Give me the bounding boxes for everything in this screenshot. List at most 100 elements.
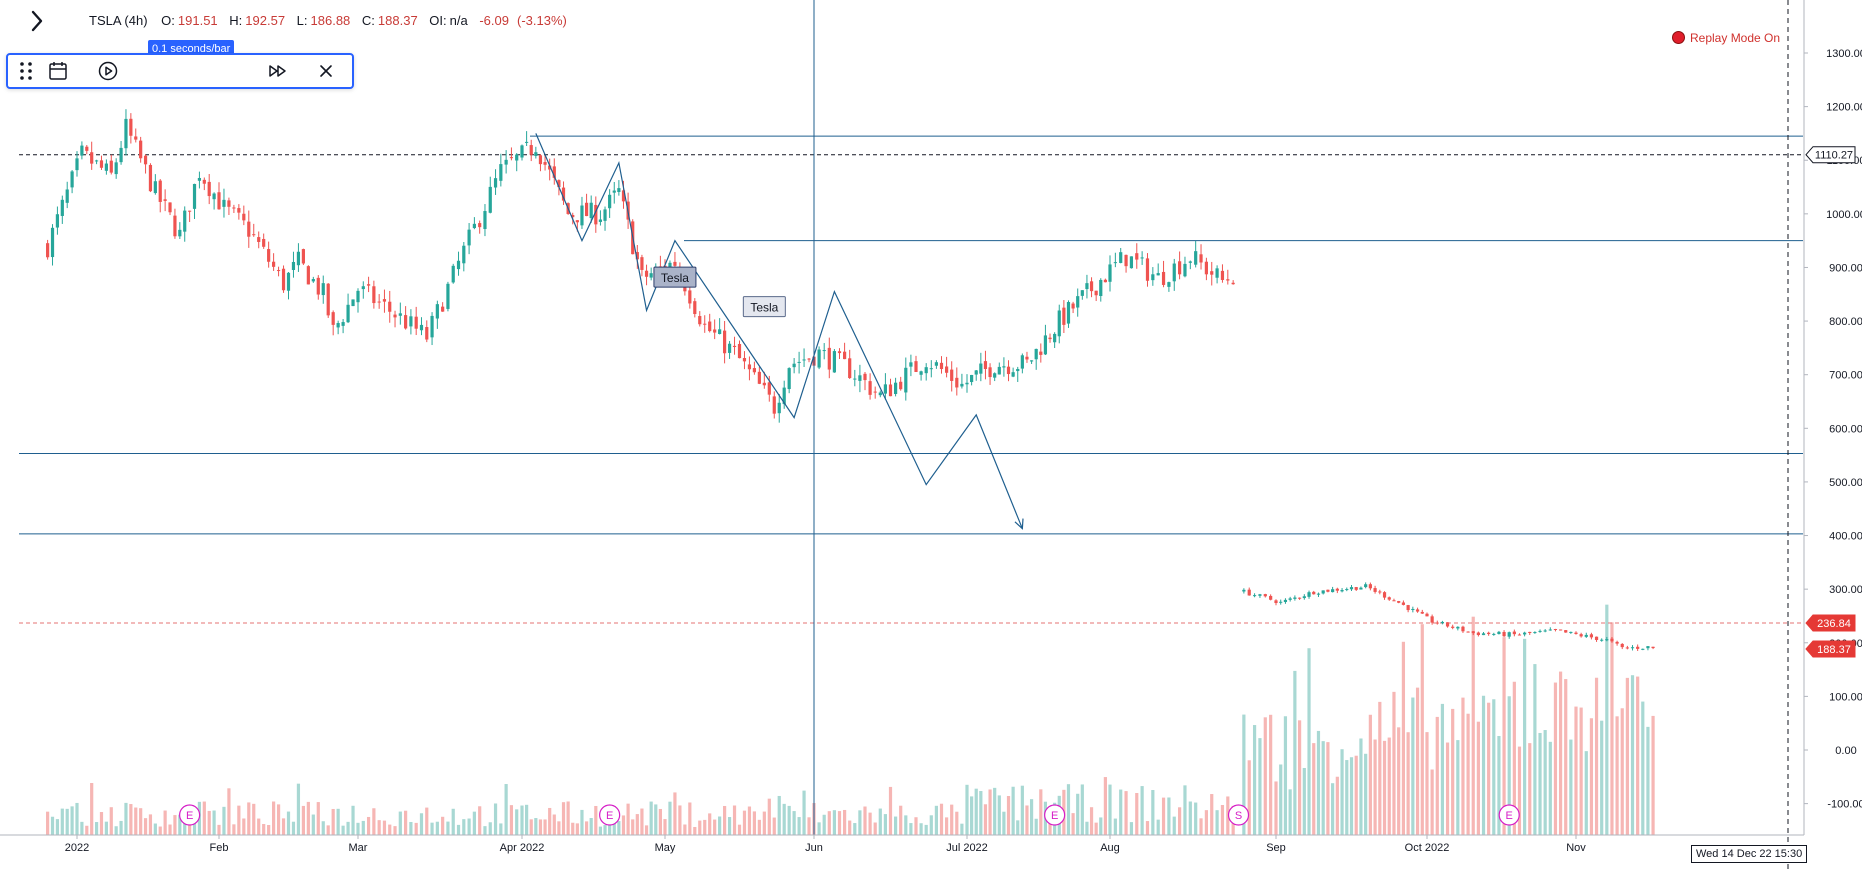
candle: [983, 350, 988, 380]
volume-bar: [493, 803, 498, 835]
volume-bar: [232, 824, 236, 835]
candle: [1558, 629, 1563, 631]
price-labels: 1110.27 236.84 188.37: [1805, 146, 1856, 658]
candle: [296, 243, 301, 272]
volume-bar: [1651, 715, 1655, 835]
candle: [1204, 257, 1208, 281]
pattern-polyline[interactable]: [535, 133, 1023, 529]
candle: [1085, 274, 1089, 299]
volume-bar: [168, 824, 172, 835]
candle: [168, 202, 172, 216]
candle: [723, 320, 727, 364]
candle: [1119, 247, 1123, 264]
volume-bar: [202, 801, 206, 835]
volume-bar: [1382, 740, 1387, 835]
drawing-text-labels[interactable]: Tesla Tesla: [653, 266, 786, 318]
volume-bar: [1610, 622, 1614, 835]
volume-bar: [732, 805, 737, 835]
volume-bar: [993, 787, 997, 835]
candle: [1382, 591, 1387, 600]
y-tick-label: 600.00: [1829, 423, 1862, 435]
candle: [1016, 366, 1020, 382]
time-axis[interactable]: 2022 Feb Mar Apr 2022 May Jun Jul 2022 Aug Sep Oc…: [0, 834, 1804, 854]
symbol-title[interactable]: TSLA (4h): [89, 13, 148, 28]
event-marker[interactable]: E: [179, 804, 201, 826]
candle: [580, 196, 584, 229]
volume-bar: [247, 802, 251, 835]
candle: [1636, 644, 1640, 651]
volume-bar: [286, 811, 291, 835]
volume-bar: [1401, 641, 1406, 835]
volume-bar: [873, 822, 877, 835]
candle: [1456, 626, 1460, 631]
chevron-right-icon[interactable]: [22, 6, 52, 36]
x-tick-label: Oct 2022: [1405, 842, 1450, 854]
candle: [276, 266, 281, 277]
volume-bar: [346, 821, 350, 835]
candle: [883, 373, 887, 400]
drag-handle-icon[interactable]: [14, 59, 38, 83]
volume-bar: [617, 821, 621, 835]
candle: [1425, 612, 1429, 617]
replay-toolbar: [6, 53, 354, 89]
candle: [326, 283, 330, 318]
x-tick-label: Jul 2022: [946, 842, 988, 854]
volume-bar: [70, 806, 74, 835]
event-marker[interactable]: S: [1227, 804, 1250, 826]
volume-bar: [1476, 721, 1480, 835]
candle: [1103, 278, 1107, 283]
volume-bar: [192, 822, 197, 835]
event-marker[interactable]: E: [1498, 804, 1520, 826]
horizontal-lines[interactable]: [19, 135, 1803, 624]
candle: [945, 356, 949, 378]
volume-bar: [520, 805, 524, 835]
candle: [377, 294, 381, 309]
y-tick-label: -100.00: [1827, 799, 1862, 811]
volume-bar: [792, 811, 796, 835]
volume-bar: [1188, 801, 1192, 835]
candle: [163, 189, 167, 212]
replay-mode-indicator[interactable]: Replay Mode On: [1672, 31, 1780, 45]
candle: [1043, 324, 1048, 356]
y-tick-label: 400.00: [1829, 531, 1862, 543]
volume-bar: [988, 789, 992, 835]
candle: [1113, 252, 1117, 268]
play-icon[interactable]: [96, 59, 120, 83]
pattern-drawing[interactable]: [535, 133, 1024, 530]
candle: [1011, 367, 1015, 378]
volume-bar: [1430, 769, 1434, 835]
fast-forward-icon[interactable]: [266, 59, 290, 83]
volume-bar: [509, 805, 514, 835]
calendar-icon[interactable]: [46, 59, 70, 83]
candle: [1242, 588, 1246, 594]
candle: [1589, 632, 1594, 640]
volume-bar: [1113, 818, 1117, 835]
close-icon[interactable]: [314, 59, 338, 83]
text-label[interactable]: Tesla: [653, 266, 697, 288]
volume-bar: [1440, 703, 1445, 835]
event-marker[interactable]: E: [599, 804, 621, 826]
candle: [863, 372, 867, 391]
candle: [929, 360, 933, 378]
volume-bar: [237, 805, 241, 835]
event-marker[interactable]: E: [1044, 804, 1066, 826]
candle: [1646, 646, 1650, 651]
chart-header: TSLA (4h) O: 191.51 H: 192.57 L: 186.88 C: 1…: [0, 0, 800, 40]
candle: [1297, 597, 1302, 600]
candle: [80, 141, 84, 160]
candle: [1020, 353, 1024, 374]
volume-bar: [1600, 720, 1604, 835]
volume-bar: [723, 805, 727, 835]
candle: [451, 263, 455, 284]
volume-bar: [90, 783, 94, 835]
volume-bar: [1002, 811, 1006, 835]
price-axis[interactable]: 1300.001200.001100.001000.00900.00800.00…: [1803, 0, 1862, 835]
candle: [822, 343, 826, 360]
candle: [960, 373, 964, 389]
text-label[interactable]: Tesla: [742, 296, 786, 318]
candle: [1283, 598, 1288, 604]
volume-bar: [504, 784, 508, 835]
candle: [237, 204, 241, 220]
volume-bar: [331, 808, 335, 835]
